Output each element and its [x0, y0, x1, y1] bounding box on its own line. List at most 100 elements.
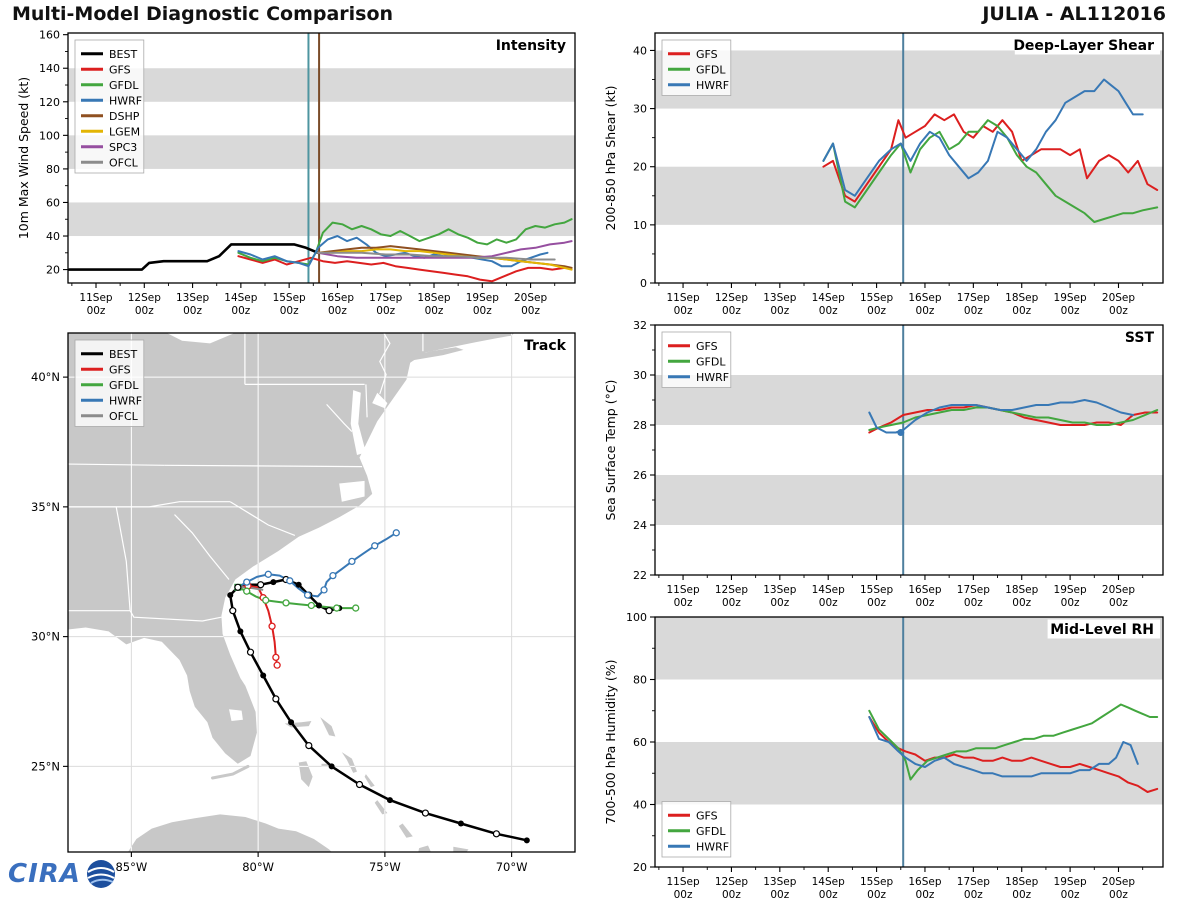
svg-text:17Sep: 17Sep	[369, 292, 402, 304]
series-ofcl-intensity	[317, 251, 556, 261]
panel-shear: 11Sep00z12Sep00z13Sep00z14Sep00z15Sep00z…	[603, 32, 1164, 317]
svg-text:15Sep: 15Sep	[860, 584, 893, 596]
svg-text:20Sep: 20Sep	[1102, 292, 1135, 304]
svg-text:13Sep: 13Sep	[763, 292, 796, 304]
svg-text:11Sep: 11Sep	[79, 292, 112, 304]
svg-text:32: 32	[633, 319, 647, 332]
svg-text:HWRF: HWRF	[109, 394, 142, 407]
svg-text:24: 24	[633, 519, 647, 532]
svg-text:00z: 00z	[425, 305, 444, 317]
svg-text:BEST: BEST	[109, 48, 137, 61]
legend: GFS GFDL HWRF	[661, 801, 732, 858]
svg-text:30: 30	[633, 369, 647, 382]
storm-title: JULIA - AL112016	[982, 3, 1166, 25]
svg-text:00z: 00z	[722, 889, 741, 900]
svg-text:14Sep: 14Sep	[224, 292, 257, 304]
svg-text:00z: 00z	[473, 305, 492, 317]
svg-text:13Sep: 13Sep	[763, 876, 796, 888]
svg-text:20Sep: 20Sep	[1102, 584, 1135, 596]
svg-text:30°N: 30°N	[31, 630, 60, 644]
svg-text:00z: 00z	[231, 305, 250, 317]
svg-text:40: 40	[46, 230, 60, 243]
svg-text:26: 26	[633, 469, 647, 482]
svg-text:00z: 00z	[867, 597, 886, 609]
ylabel-shear: 200-850 hPa Shear (kt)	[603, 86, 618, 231]
svg-text:11Sep: 11Sep	[666, 584, 699, 596]
svg-text:GFDL: GFDL	[696, 825, 726, 838]
svg-text:16Sep: 16Sep	[321, 292, 354, 304]
series-hwrf-shear	[822, 78, 1144, 197]
svg-text:80: 80	[46, 163, 60, 176]
svg-text:12Sep: 12Sep	[715, 584, 748, 596]
svg-text:00z: 00z	[819, 889, 838, 900]
svg-text:13Sep: 13Sep	[176, 292, 209, 304]
svg-text:00z: 00z	[183, 305, 202, 317]
svg-text:60: 60	[46, 196, 60, 209]
series-gfs-rh	[868, 716, 1159, 793]
svg-text:00z: 00z	[770, 305, 789, 317]
series-lgem-intensity	[317, 248, 573, 271]
svg-text:80°W: 80°W	[242, 860, 274, 874]
svg-text:GFDL: GFDL	[109, 79, 139, 92]
svg-text:15Sep: 15Sep	[860, 876, 893, 888]
svg-text:15Sep: 15Sep	[860, 292, 893, 304]
svg-text:20: 20	[46, 264, 60, 277]
svg-text:00z: 00z	[1061, 305, 1080, 317]
svg-text:12Sep: 12Sep	[128, 292, 161, 304]
series-gfs-shear	[822, 113, 1159, 203]
series-gfdl-sst	[868, 406, 1159, 431]
svg-text:HWRF: HWRF	[696, 840, 729, 853]
svg-text:19Sep: 19Sep	[1054, 292, 1087, 304]
svg-text:120: 120	[39, 96, 60, 109]
svg-text:SPC3: SPC3	[109, 141, 137, 154]
svg-text:13Sep: 13Sep	[763, 584, 796, 596]
svg-text:16Sep: 16Sep	[908, 876, 941, 888]
svg-text:140: 140	[39, 62, 60, 75]
svg-text:00z: 00z	[674, 597, 693, 609]
svg-text:00z: 00z	[964, 305, 983, 317]
svg-text:40°N: 40°N	[31, 370, 60, 384]
svg-text:00z: 00z	[87, 305, 106, 317]
svg-text:20Sep: 20Sep	[1102, 876, 1135, 888]
svg-text:00z: 00z	[1061, 597, 1080, 609]
svg-text:00z: 00z	[770, 597, 789, 609]
svg-text:14Sep: 14Sep	[812, 876, 845, 888]
cira-globe-icon	[86, 860, 115, 888]
svg-text:70°W: 70°W	[496, 860, 528, 874]
svg-text:20Sep: 20Sep	[514, 292, 547, 304]
svg-text:18Sep: 18Sep	[1005, 876, 1038, 888]
svg-text:00z: 00z	[916, 597, 935, 609]
svg-text:17Sep: 17Sep	[957, 584, 990, 596]
svg-text:00z: 00z	[722, 305, 741, 317]
svg-text:160: 160	[39, 29, 60, 42]
series-gfdl-intensity	[237, 218, 573, 266]
svg-text:85°W: 85°W	[115, 860, 147, 874]
svg-text:100: 100	[626, 611, 647, 624]
svg-text:00z: 00z	[819, 597, 838, 609]
svg-text:10m Max Wind Speed (kt): 10m Max Wind Speed (kt)	[16, 77, 31, 239]
svg-text:Deep-Layer Shear: Deep-Layer Shear	[1013, 38, 1154, 54]
svg-text:00z: 00z	[1061, 889, 1080, 900]
svg-text:18Sep: 18Sep	[1005, 584, 1038, 596]
svg-text:Track: Track	[524, 338, 567, 354]
svg-text:00z: 00z	[1109, 889, 1128, 900]
svg-text:00z: 00z	[674, 305, 693, 317]
svg-text:22: 22	[633, 569, 647, 582]
svg-text:18Sep: 18Sep	[1005, 292, 1038, 304]
panel-track: 85°W 80°W 75°W 70°W 25°N 30°N 35°N 40°N Track BES…	[31, 332, 576, 874]
series-gfdl-rh	[868, 703, 1159, 781]
cira-logo: CIRA	[8, 856, 119, 892]
svg-text:30: 30	[633, 103, 647, 116]
svg-text:GFS: GFS	[109, 363, 131, 376]
svg-text:19Sep: 19Sep	[1054, 876, 1087, 888]
ylabel-sst: Sea Surface Temp (°C)	[603, 380, 618, 521]
series-hwrf-rh	[868, 716, 1139, 778]
panel-sst: 11Sep00z12Sep00z13Sep00z14Sep00z15Sep00z…	[603, 319, 1164, 609]
legend: GFS GFDL HWRF	[661, 331, 732, 388]
svg-text:00z: 00z	[135, 305, 154, 317]
svg-text:00z: 00z	[328, 305, 347, 317]
svg-text:14Sep: 14Sep	[812, 584, 845, 596]
panel-intensity: 11Sep00z12Sep00z13Sep00z14Sep00z15Sep00z…	[16, 29, 576, 317]
svg-text:12Sep: 12Sep	[715, 876, 748, 888]
map	[68, 333, 575, 852]
